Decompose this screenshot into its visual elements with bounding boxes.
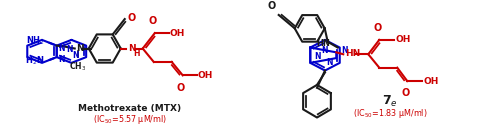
Text: N: N bbox=[326, 58, 332, 67]
Text: NH$_2$: NH$_2$ bbox=[26, 35, 44, 47]
Text: CH$_3$: CH$_3$ bbox=[69, 60, 86, 72]
Text: O: O bbox=[128, 13, 136, 23]
Text: N: N bbox=[314, 52, 321, 61]
Text: OH: OH bbox=[170, 29, 185, 38]
Text: H: H bbox=[134, 49, 140, 58]
Text: N: N bbox=[66, 45, 72, 54]
Text: (IC$_{50}$=5.57 μM/ml): (IC$_{50}$=5.57 μM/ml) bbox=[93, 113, 167, 126]
Text: (IC$_{50}$=1.83 μM/ml): (IC$_{50}$=1.83 μM/ml) bbox=[353, 107, 427, 120]
Text: O: O bbox=[176, 83, 185, 93]
Text: Methotrexate (MTX): Methotrexate (MTX) bbox=[78, 104, 182, 113]
Text: N: N bbox=[72, 51, 79, 60]
Text: H$_2$N: H$_2$N bbox=[26, 55, 44, 67]
Text: O: O bbox=[373, 23, 382, 33]
Text: N: N bbox=[58, 55, 65, 64]
Text: HN: HN bbox=[316, 39, 330, 48]
Text: N: N bbox=[342, 46, 348, 55]
Text: O: O bbox=[148, 15, 157, 26]
Text: N: N bbox=[128, 44, 136, 53]
Text: HN: HN bbox=[346, 49, 360, 58]
Text: OH: OH bbox=[424, 77, 438, 86]
Text: O: O bbox=[401, 88, 409, 98]
Text: O: O bbox=[268, 1, 276, 11]
Text: OH: OH bbox=[396, 35, 410, 44]
Text: N: N bbox=[58, 44, 65, 53]
Text: N: N bbox=[76, 44, 84, 53]
Text: 7$_e$: 7$_e$ bbox=[382, 94, 398, 109]
Text: N: N bbox=[321, 46, 327, 55]
Text: OH: OH bbox=[198, 71, 213, 80]
